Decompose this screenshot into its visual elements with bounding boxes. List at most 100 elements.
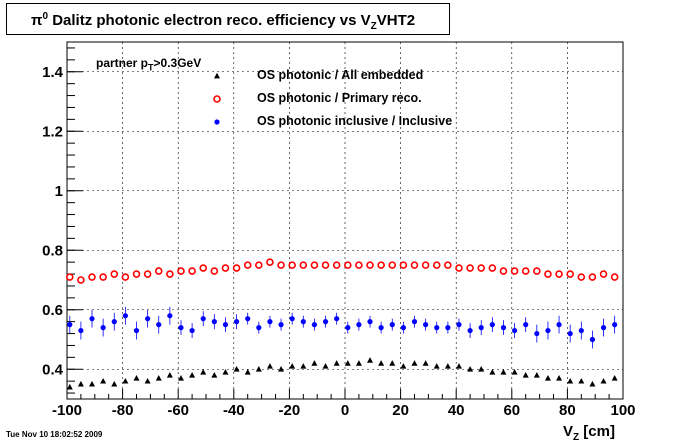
data-point bbox=[610, 273, 619, 281]
data-point bbox=[245, 316, 251, 322]
data-point bbox=[300, 319, 306, 325]
data-point bbox=[388, 261, 397, 269]
data-point bbox=[434, 325, 440, 331]
data-point bbox=[256, 325, 262, 331]
y-tick-label: 0.6 bbox=[42, 302, 63, 319]
data-point bbox=[611, 374, 618, 381]
legend-label-all-embedded: OS photonic / All embedded bbox=[257, 68, 424, 82]
data-point bbox=[321, 261, 330, 269]
data-point bbox=[167, 313, 173, 319]
data-point bbox=[266, 258, 274, 266]
data-point bbox=[556, 322, 562, 328]
data-point bbox=[289, 363, 296, 369]
data-point bbox=[566, 270, 574, 278]
data-point bbox=[378, 325, 384, 331]
data-point bbox=[267, 319, 273, 325]
data-point bbox=[423, 322, 429, 328]
data-point bbox=[445, 325, 451, 331]
data-point bbox=[211, 319, 217, 325]
data-point bbox=[421, 261, 430, 269]
data-point bbox=[99, 273, 107, 281]
data-point bbox=[278, 366, 285, 372]
data-point bbox=[132, 270, 141, 278]
data-point bbox=[111, 319, 117, 325]
data-point bbox=[121, 273, 130, 281]
data-point bbox=[488, 264, 497, 272]
legend-markers bbox=[213, 72, 221, 125]
data-point bbox=[578, 327, 584, 334]
data-point bbox=[511, 369, 518, 375]
data-point bbox=[222, 322, 229, 328]
data-point bbox=[545, 327, 551, 334]
data-point bbox=[478, 366, 485, 372]
data-point bbox=[411, 319, 418, 325]
data-point bbox=[400, 325, 406, 331]
data-point bbox=[288, 261, 296, 269]
series-2 bbox=[65, 258, 619, 284]
data-point bbox=[77, 380, 84, 387]
x-tick-label: -60 bbox=[167, 402, 189, 419]
data-point bbox=[289, 316, 295, 322]
data-point bbox=[467, 366, 474, 372]
data-point bbox=[222, 369, 229, 375]
data-point bbox=[578, 377, 585, 384]
data-point bbox=[166, 270, 174, 278]
legend-label-inclusive: OS photonic inclusive / Inclusive bbox=[257, 114, 453, 128]
data-point bbox=[589, 380, 596, 387]
data-point bbox=[355, 360, 362, 366]
data-point bbox=[100, 325, 106, 331]
data-point bbox=[466, 264, 474, 272]
data-point bbox=[66, 383, 73, 390]
data-point bbox=[377, 261, 385, 269]
data-point bbox=[277, 261, 285, 269]
data-point bbox=[477, 264, 486, 272]
data-point bbox=[200, 316, 206, 322]
data-point bbox=[200, 369, 207, 375]
data-point bbox=[523, 322, 529, 328]
data-point bbox=[255, 366, 262, 372]
data-point bbox=[278, 322, 284, 328]
data-point bbox=[432, 261, 441, 269]
data-point bbox=[522, 372, 529, 378]
data-point bbox=[410, 261, 419, 269]
y-tick-label: 0.4 bbox=[42, 361, 64, 378]
data-point bbox=[433, 363, 440, 369]
data-point bbox=[211, 372, 218, 378]
series-3 bbox=[67, 306, 618, 349]
data-point bbox=[311, 322, 318, 328]
x-tick-label: 100 bbox=[610, 402, 635, 419]
data-point bbox=[255, 261, 263, 269]
x-tick-label: 80 bbox=[559, 402, 576, 419]
data-point bbox=[367, 319, 373, 325]
y-tick-label: 1 bbox=[55, 183, 63, 200]
data-point bbox=[600, 377, 607, 384]
data-point bbox=[366, 261, 374, 269]
data-point bbox=[189, 372, 196, 378]
data-point bbox=[155, 374, 162, 381]
data-point bbox=[233, 366, 240, 372]
data-point bbox=[500, 325, 507, 331]
timestamp: Tue Nov 10 18:02:52 2009 bbox=[6, 430, 103, 439]
data-point bbox=[534, 330, 540, 337]
data-point bbox=[567, 330, 573, 337]
data-point bbox=[555, 270, 563, 278]
x-tick-label: -20 bbox=[279, 402, 301, 419]
legend-marker-2 bbox=[213, 95, 221, 103]
data-point bbox=[77, 276, 85, 284]
x-tick-label: -100 bbox=[52, 402, 82, 419]
y-tick-label: 1.4 bbox=[42, 64, 64, 81]
data-point bbox=[221, 264, 230, 272]
data-point bbox=[444, 261, 452, 269]
data-point bbox=[521, 267, 530, 275]
data-point bbox=[400, 363, 407, 369]
data-point bbox=[89, 380, 96, 387]
data-point bbox=[389, 360, 396, 366]
data-point bbox=[589, 336, 596, 343]
data-point bbox=[389, 322, 395, 328]
data-point bbox=[166, 372, 173, 378]
data-point bbox=[122, 313, 128, 319]
data-point bbox=[456, 322, 462, 328]
x-tick-label: 0 bbox=[341, 402, 349, 419]
data-point bbox=[266, 363, 273, 369]
data-point bbox=[300, 363, 307, 369]
